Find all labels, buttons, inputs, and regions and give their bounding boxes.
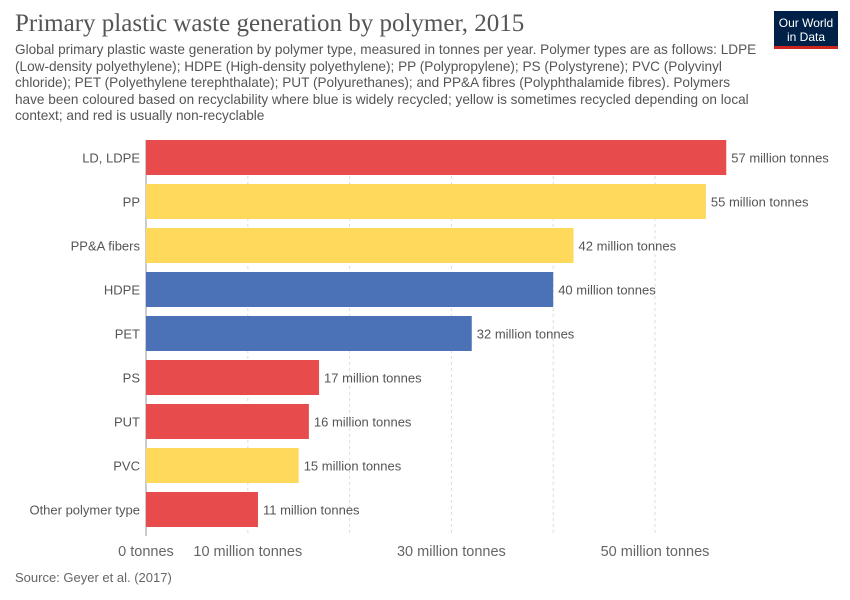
chart-subtitle: Global primary plastic waste generation … [15, 42, 757, 123]
labels: LD, LDPE 57 million tonnes PP 55 million to… [29, 151, 829, 561]
source-note: Source: Geyer et al. (2017) [15, 570, 172, 585]
bar-2[interactable] [146, 228, 574, 263]
value-label-1: 55 million tonnes [711, 195, 809, 210]
bar-0[interactable] [146, 140, 727, 175]
bar-3[interactable] [146, 272, 554, 307]
bar-7[interactable] [146, 448, 299, 483]
bar-4[interactable] [146, 316, 472, 351]
category-label-6: PUT [114, 415, 140, 430]
x-tick-label-3: 50 million tonnes [601, 544, 710, 560]
category-label-5: PS [123, 371, 141, 386]
value-label-2: 42 million tonnes [579, 239, 677, 254]
bar-5[interactable] [146, 360, 320, 395]
value-label-7: 15 million tonnes [304, 459, 402, 474]
bar-1[interactable] [146, 184, 706, 219]
category-label-4: PET [115, 327, 140, 342]
category-label-0: LD, LDPE [82, 151, 140, 166]
value-label-4: 32 million tonnes [477, 327, 575, 342]
bars [146, 140, 727, 527]
category-label-1: PP [123, 195, 140, 210]
value-label-3: 40 million tonnes [558, 283, 656, 298]
x-tick-label-1: 10 million tonnes [193, 544, 302, 560]
bar-6[interactable] [146, 404, 309, 439]
category-label-2: PP&A fibers [71, 239, 141, 254]
value-label-8: 11 million tonnes [263, 503, 360, 518]
value-label-5: 17 million tonnes [324, 371, 422, 386]
value-label-6: 16 million tonnes [314, 415, 412, 430]
category-label-8: Other polymer type [29, 503, 140, 518]
x-tick-label-2: 30 million tonnes [397, 544, 506, 560]
logo-line-2: in Data [786, 30, 826, 44]
owid-logo[interactable]: Our World in Data [774, 11, 838, 49]
category-label-3: HDPE [104, 283, 140, 298]
bar-8[interactable] [146, 492, 258, 527]
category-label-7: PVC [113, 459, 140, 474]
logo-line-1: Our World [778, 16, 834, 30]
x-tick-label-0: 0 tonnes [118, 544, 174, 560]
chart-title: Primary plastic waste generation by poly… [15, 10, 525, 37]
value-label-0: 57 million tonnes [731, 151, 829, 166]
